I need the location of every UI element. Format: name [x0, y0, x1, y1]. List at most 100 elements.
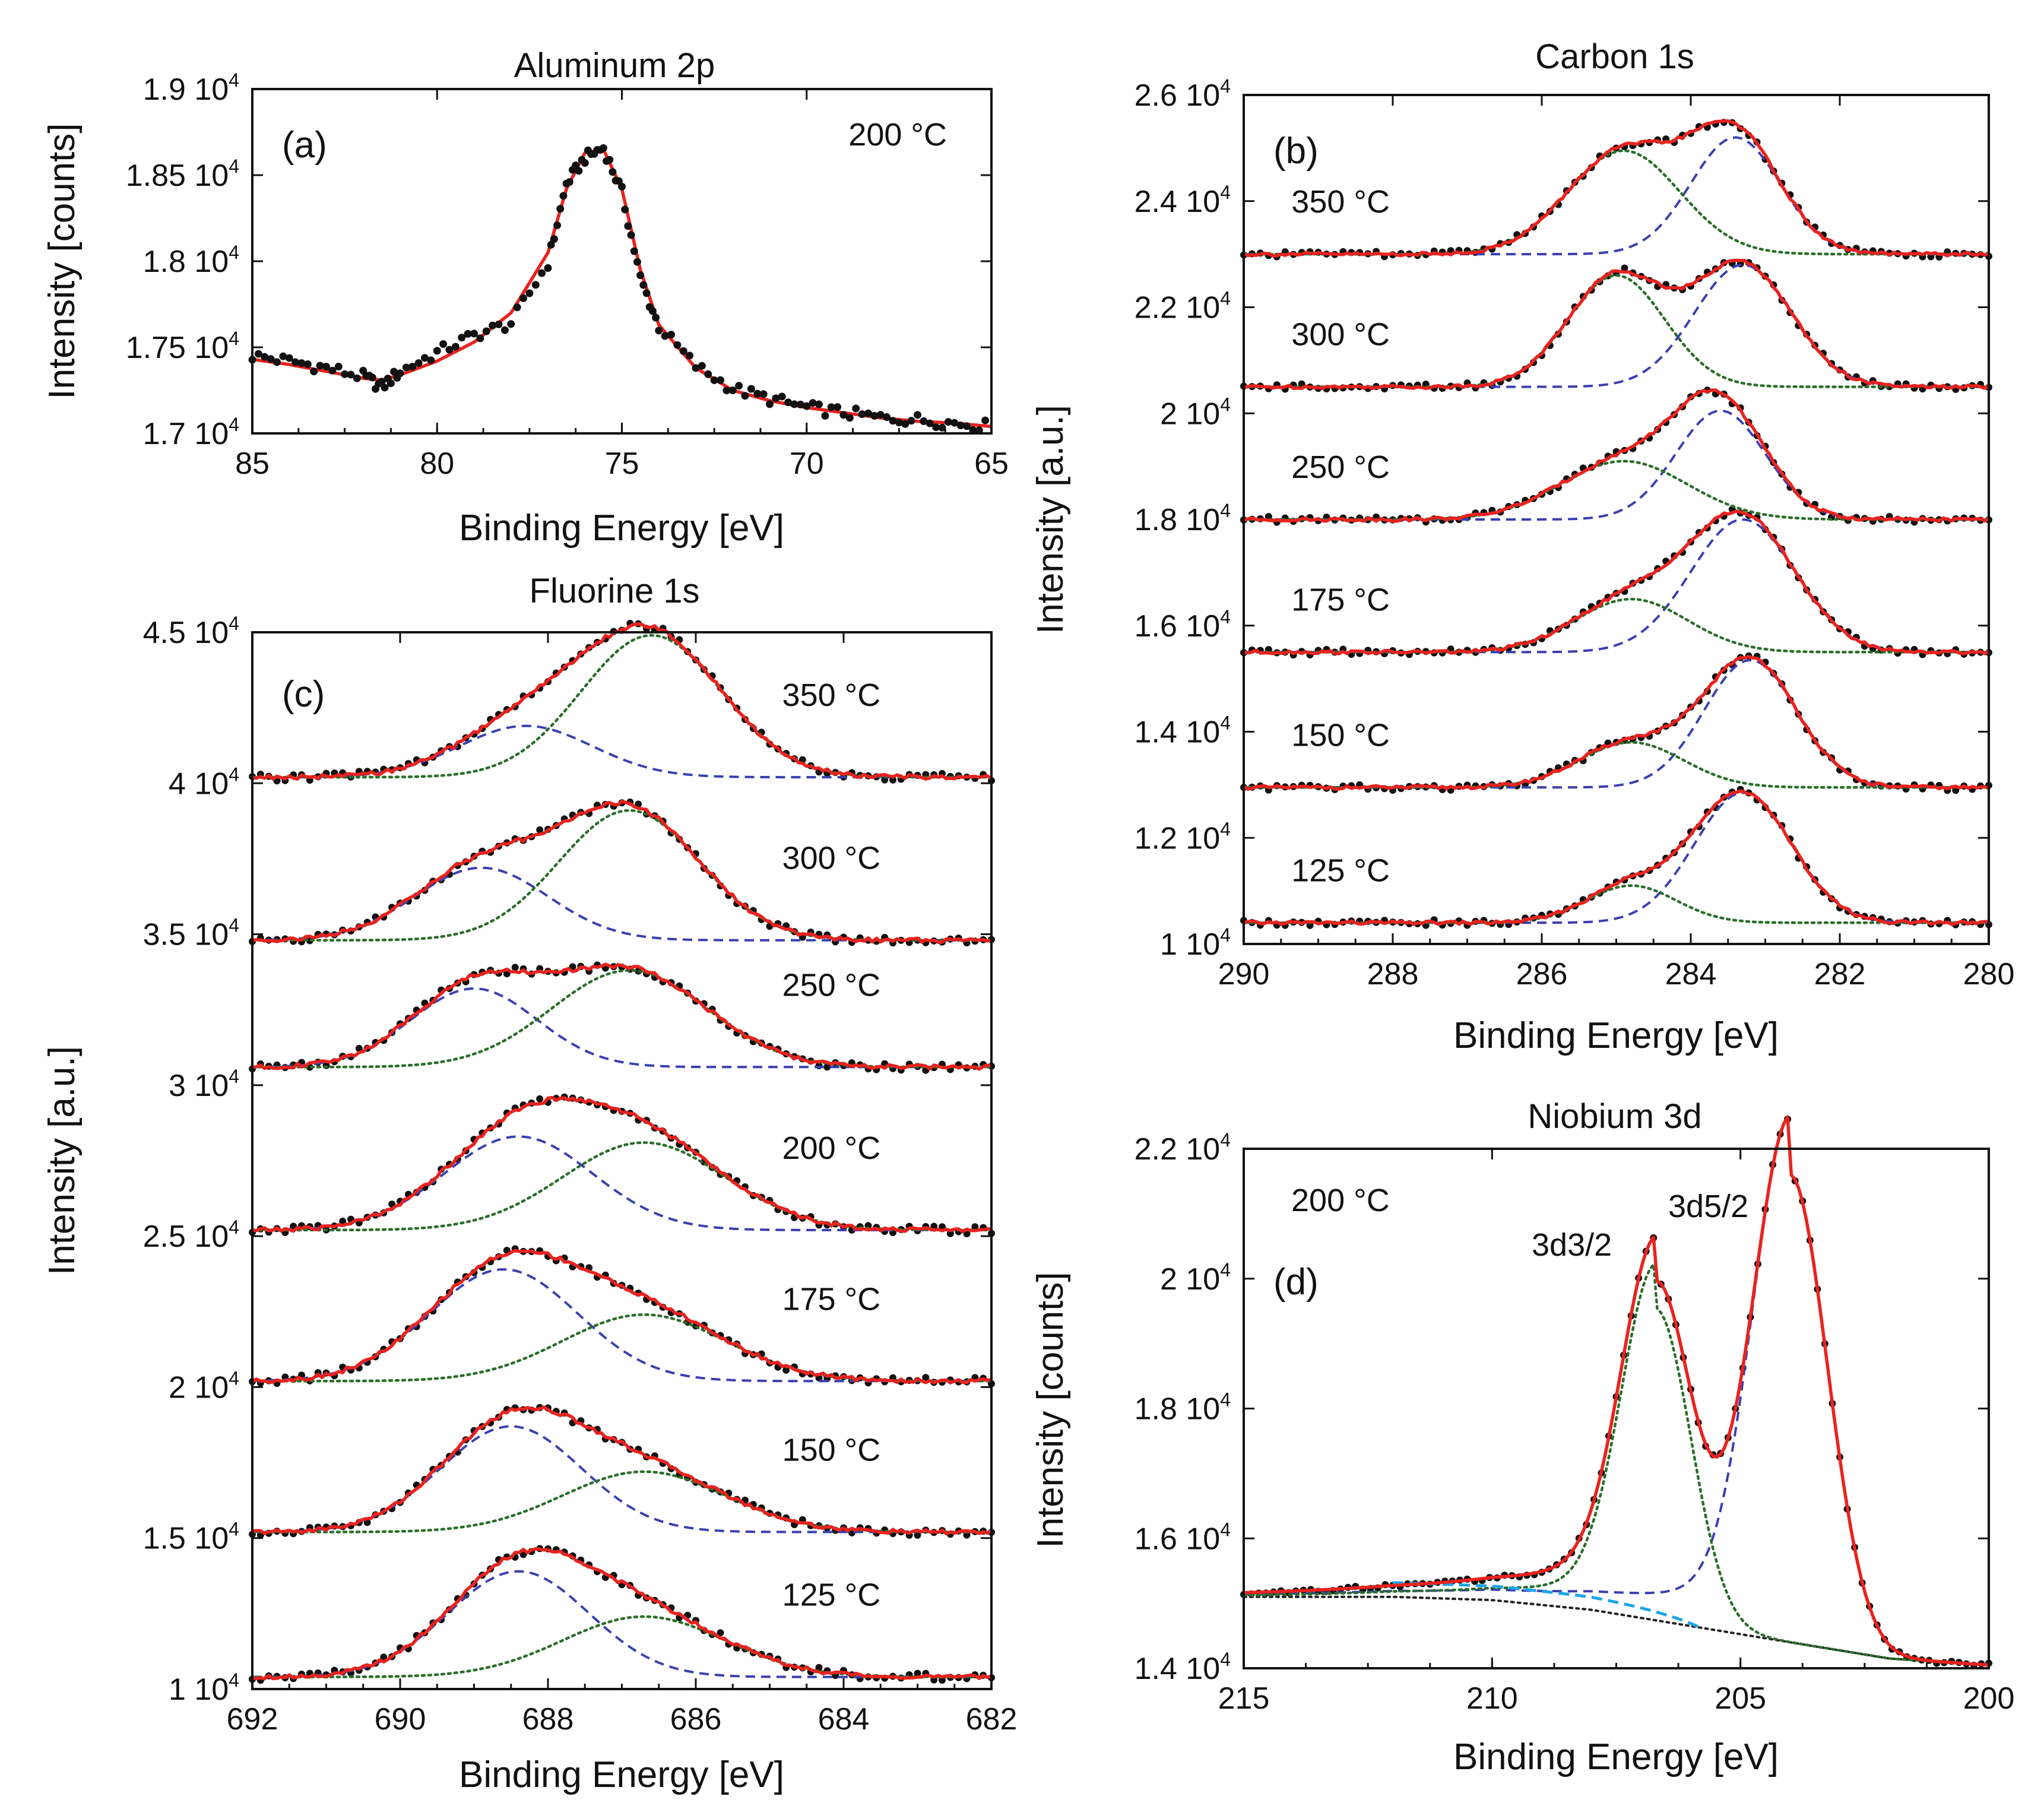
data-point [944, 418, 952, 426]
panel-d-ticks: 215 210 205 200 1.4 104 1.6 104 1.8 104 2 104 2.… [1135, 1129, 2015, 1716]
data-point [938, 423, 946, 432]
data-point [396, 369, 404, 378]
temperature-label: 175 °C [1291, 582, 1390, 617]
data-point [796, 400, 804, 408]
data-point [735, 382, 743, 390]
data-point [627, 231, 635, 239]
data-point [458, 334, 466, 342]
data-point [500, 326, 509, 334]
data-point [778, 392, 786, 401]
ytick-label: 1.6 104 [1135, 1519, 1231, 1556]
panel-a-xlabel: Binding Energy [eV] [459, 508, 784, 549]
fit-line [1243, 388, 1990, 523]
data-point [772, 394, 780, 403]
data-point [698, 362, 706, 370]
data-point [704, 370, 712, 378]
ytick-label: 1.8 104 [1135, 500, 1231, 537]
fit-line [1243, 119, 1990, 258]
data-point [939, 1677, 946, 1684]
data-point [476, 334, 484, 343]
data-point [621, 205, 629, 214]
panel-c-fluorine-1s: Fluorine 1s 692 690 688 686 684 682 1 104 1.5 1… [42, 572, 1017, 1795]
ytick-label: 1.7 104 [143, 414, 239, 451]
panel-a-ticks: 85 80 75 70 65 1.7 104 1.75 104 1.8 104 1.85 104… [126, 69, 1009, 481]
ytick-label: 3 104 [169, 1066, 239, 1103]
data-point [667, 331, 675, 339]
data-point [470, 329, 478, 338]
data-point [353, 374, 361, 382]
fit-line [252, 1095, 992, 1234]
fit-line [252, 800, 992, 944]
panel-d-title: Niobium 3d [1528, 1097, 1701, 1136]
panel-b-series [1240, 119, 1992, 929]
data-point [717, 1629, 724, 1637]
ytick-label: 2 104 [169, 1367, 239, 1405]
panel-d-niobium-3d: Niobium 3d 215 210 205 200 1.4 104 1.6 104 1.8… [1030, 1097, 2014, 1778]
data-point [759, 390, 768, 398]
fit-line [1243, 509, 1990, 655]
data-point [710, 376, 718, 384]
data-point [553, 221, 562, 229]
panel-a-label: (a) [282, 125, 327, 166]
fit-line [1243, 1116, 1989, 1667]
data-point [815, 1664, 823, 1671]
ytick-label: 1.4 104 [1135, 1649, 1231, 1686]
data-point [922, 1374, 930, 1382]
panel-b-carbon-1s: Carbon 1s 290 288 286 284 282 280 1 104 1.2 104… [1030, 37, 2014, 1056]
data-point [823, 1063, 831, 1071]
temperature-label: 350 °C [782, 677, 881, 713]
data-point [648, 307, 657, 315]
panel-b-label: (b) [1273, 131, 1319, 172]
data-point [254, 350, 262, 358]
ytick-label: 1.4 104 [1135, 712, 1231, 750]
ytick-label: 2.6 104 [1135, 75, 1231, 113]
ytick-label: 1 104 [169, 1669, 239, 1707]
data-point [636, 271, 645, 280]
data-point [489, 321, 497, 329]
data-point [536, 826, 544, 834]
data-point [381, 384, 389, 392]
data-point [285, 354, 293, 362]
xtick-label: 290 [1218, 957, 1270, 991]
fit-line [1243, 789, 1989, 926]
data-point [753, 389, 762, 398]
data-point [559, 192, 568, 200]
panel-d-temperature: 200 °C [1291, 1183, 1390, 1218]
ytick-label: 1.5 104 [143, 1519, 239, 1556]
data-point [581, 159, 589, 167]
data-point [322, 363, 330, 371]
xtick-label: 215 [1218, 1681, 1270, 1716]
data-point [427, 356, 435, 365]
temperature-label: 150 °C [1291, 717, 1390, 753]
data-point [618, 182, 626, 191]
temperature-label: 350 °C [1291, 184, 1390, 220]
data-point [606, 156, 614, 164]
component-peak-2 [251, 969, 993, 1069]
data-point [328, 366, 337, 375]
data-point [741, 392, 749, 400]
data-point [673, 341, 682, 349]
data-point [630, 247, 638, 255]
data-point [334, 363, 343, 371]
data-point [390, 367, 398, 376]
data-point [624, 222, 632, 230]
panel-d-annotation-3d5-2: 3d5/2 [1668, 1189, 1748, 1224]
xtick-label: 692 [227, 1702, 278, 1737]
panel-a-ylabel: Intensity [counts] [42, 123, 83, 399]
data-point [609, 168, 617, 176]
data-point [599, 144, 607, 152]
data-point [971, 1223, 979, 1231]
component-peak-2 [251, 1141, 993, 1232]
data-point [341, 370, 349, 378]
data-point [803, 402, 811, 410]
ytick-label: 1 104 [1160, 924, 1231, 962]
data-point [531, 281, 540, 289]
data-point [525, 289, 534, 297]
panel-c-ylabel: Intensity [a.u.] [42, 1046, 83, 1275]
ytick-label: 1.8 104 [1135, 1389, 1231, 1427]
data-point [513, 303, 521, 312]
panel-a-temperature: 200 °C [848, 117, 947, 153]
temperature-label: 150 °C [782, 1433, 881, 1468]
ytick-label: 1.75 104 [126, 328, 239, 365]
ytick-label: 2.2 104 [1135, 288, 1231, 325]
